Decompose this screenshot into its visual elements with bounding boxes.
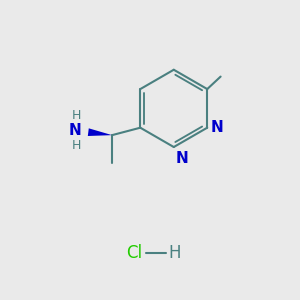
Text: H: H xyxy=(72,139,81,152)
Text: N: N xyxy=(69,124,82,139)
Text: H: H xyxy=(169,244,181,262)
Text: H: H xyxy=(72,109,81,122)
Text: N: N xyxy=(211,120,224,135)
Polygon shape xyxy=(88,128,112,136)
Text: Cl: Cl xyxy=(126,244,142,262)
Text: N: N xyxy=(175,152,188,166)
